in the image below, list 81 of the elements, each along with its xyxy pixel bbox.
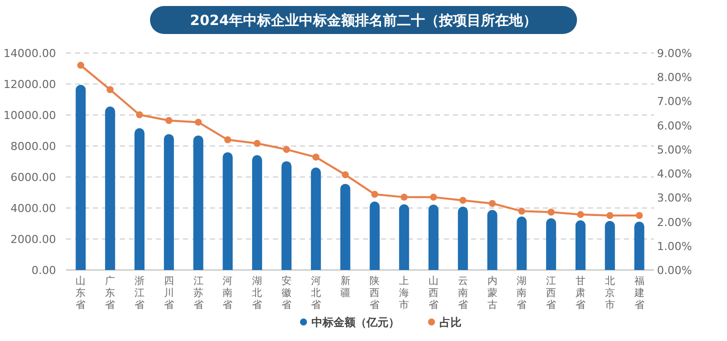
bar — [105, 106, 116, 270]
y2-tick-label: 3.00% — [657, 192, 692, 205]
chart-title: 2024年中标企业中标金额排名前二十（按项目所在地） — [190, 12, 537, 29]
point — [577, 211, 584, 218]
point — [606, 212, 614, 220]
x-tick-label: 北京市 — [604, 275, 615, 311]
x-tick-label: 湖南省 — [516, 275, 527, 311]
point — [430, 194, 437, 201]
point — [283, 146, 290, 153]
bar — [370, 202, 380, 270]
point — [77, 62, 84, 69]
x-tick-label: 河北省 — [310, 275, 321, 311]
y-tick-label: 0.00 — [32, 264, 56, 277]
y-tick-label: 14000.00 — [4, 47, 56, 60]
bar — [193, 135, 204, 270]
bar — [487, 210, 498, 270]
point — [342, 171, 349, 178]
x-tick-label: 陕西省 — [370, 275, 380, 311]
x-tick-label: 河南省 — [222, 275, 233, 311]
y2-tick-label: 9.00% — [657, 47, 692, 60]
bar — [134, 128, 144, 270]
bar — [399, 204, 410, 270]
y-tick-label: 2000.00 — [10, 233, 56, 246]
point — [312, 154, 320, 161]
bar — [282, 161, 292, 270]
point — [224, 136, 232, 144]
bar — [428, 204, 438, 270]
x-tick-label: 内蒙古 — [487, 275, 498, 311]
y2-tick-label: 4.00% — [657, 168, 692, 181]
y2-tick-label: 6.00% — [657, 119, 692, 132]
point — [371, 190, 378, 198]
legend-label: 占比 — [440, 316, 462, 329]
legend-label: 中标金额（亿元） — [312, 316, 400, 329]
x-tick-label: 福建省 — [633, 275, 644, 311]
bar — [76, 84, 86, 270]
y2-tick-label: 0.00% — [657, 264, 692, 277]
bar — [604, 220, 615, 270]
point — [165, 117, 172, 124]
x-tick-label: 安徽省 — [282, 275, 292, 311]
y-tick-label: 10000.00 — [4, 109, 56, 122]
y2-tick-label: 7.00% — [657, 95, 692, 108]
bar — [516, 216, 527, 270]
bar — [546, 218, 556, 270]
point — [254, 140, 261, 147]
y2-tick-label: 8.00% — [657, 71, 692, 84]
x-tick-label: 云南省 — [458, 276, 468, 311]
x-tick-label: 浙江省 — [134, 275, 144, 311]
x-tick-label: 新疆 — [340, 275, 350, 299]
y-tick-label: 12000.00 — [4, 78, 56, 91]
point — [488, 200, 496, 207]
point — [106, 86, 114, 94]
bar — [340, 184, 350, 270]
x-tick-label: 山东省 — [76, 275, 86, 311]
x-tick-label: 四川省 — [164, 276, 174, 311]
bar — [634, 222, 644, 270]
y2-tick-label: 2.00% — [657, 216, 692, 229]
x-tick-label: 江苏省 — [193, 275, 204, 311]
point — [136, 111, 143, 118]
bar — [252, 155, 262, 270]
x-tick-label: 江西省 — [546, 275, 556, 311]
y-tick-label: 8000.00 — [10, 140, 56, 153]
bar — [576, 220, 586, 270]
point — [459, 196, 466, 204]
point — [548, 208, 555, 216]
y-tick-label: 4000.00 — [10, 202, 56, 215]
x-tick-label: 湖北省 — [252, 275, 262, 311]
y-tick-label: 6000.00 — [10, 171, 56, 184]
x-tick-label: 甘肃省 — [576, 275, 586, 311]
x-tick-label: 广东省 — [105, 275, 116, 311]
bar — [164, 134, 174, 270]
y2-tick-label: 1.00% — [657, 240, 692, 253]
x-tick-label: 上海市 — [399, 275, 410, 311]
point — [194, 118, 202, 126]
point — [518, 208, 526, 215]
bar — [310, 168, 321, 270]
x-tick-label: 山西省 — [428, 275, 438, 311]
bar — [458, 206, 468, 270]
point — [636, 212, 643, 220]
point — [400, 194, 408, 201]
bar — [222, 152, 233, 270]
y2-tick-label: 5.00% — [657, 143, 692, 156]
